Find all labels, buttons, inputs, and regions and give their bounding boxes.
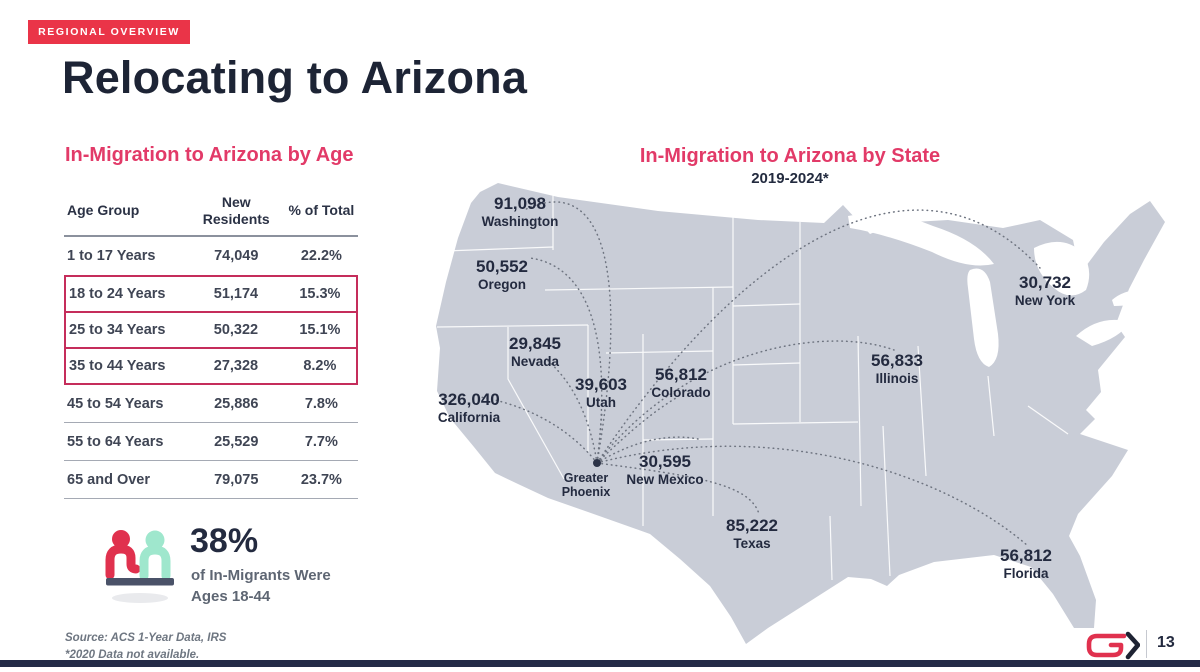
arc-utah [596,411,603,464]
origin-label-line1: Greater [563,471,609,485]
age-table-header: Age Group New Residents % of Total [64,186,358,237]
stat-description-line1: of In-Migrants Were [191,567,331,584]
new-residents-cell: 50,322 [213,322,259,338]
kicker-label: REGIONAL OVERVIEW [38,26,180,38]
age-group-cell: 45 to 54 Years [67,395,164,412]
table-row-highlighted: 25 to 34 Years 50,322 15.1% [64,311,358,349]
age-group-cell: 1 to 17 Years [67,248,156,264]
footer-divider [1146,630,1147,658]
map-title: In-Migration to Arizona by State [639,145,941,167]
table-row: 65 and Over 79,075 23.7% [64,461,358,499]
people-at-table-icon [100,528,185,611]
source-line2: *2020 Data not available. [65,648,200,661]
phoenix-origin-dot [593,459,601,467]
pct-cell: 7.7% [304,433,338,450]
column-header-age-group: Age Group [67,202,140,219]
page-number: 13 [1157,634,1175,651]
table-row: 45 to 54 Years 25,886 7.8% [64,385,358,423]
origin-label-line2: Phoenix [561,485,611,499]
pct-cell: 15.3% [299,286,341,302]
age-table-title: In-Migration to Arizona by Age [65,144,354,166]
arc-colorado [596,397,677,464]
new-residents-cell: 25,529 [214,433,259,450]
map-subtitle: 2019-2024* [751,170,829,187]
age-group-cell: 65 and Over [67,471,151,488]
table-row-highlighted: 35 to 44 Years 27,328 8.2% [64,347,358,385]
age-group-cell: 55 to 64 Years [67,433,164,450]
column-header-new-residents: New Residents [202,193,270,227]
new-residents-cell: 79,075 [214,471,259,488]
kicker-badge: REGIONAL OVERVIEW [28,20,190,44]
stat-description: of In-Migrants Were Ages 18-44 [191,565,331,607]
pct-cell: 7.8% [304,395,338,412]
us-map: 91,098 Washington 50,552 Oregon 29,845 N… [428,176,1168,646]
us-map-svg [436,183,1165,644]
origin-label-greater-phoenix: Greater Phoenix [562,471,611,499]
column-header-pct-total: % of Total [288,202,355,219]
state-border-lines [436,189,1069,581]
arc-new-york [596,209,1041,464]
new-residents-cell: 25,886 [214,395,259,412]
arc-texas [596,462,760,515]
new-residents-cell: 27,328 [213,358,259,374]
age-group-cell: 35 to 44 Years [69,358,166,374]
age-group-cell: 18 to 24 Years [69,286,166,302]
source-note: Source: ACS 1-Year Data, IRS *2020 Data … [65,630,226,663]
stat-description-line2: Ages 18-44 [191,588,271,605]
age-group-cell: 25 to 34 Years [69,322,166,338]
table-row: 55 to 64 Years 25,529 7.7% [64,423,358,461]
age-table: Age Group New Residents % of Total 1 to … [64,186,358,499]
pct-cell: 22.2% [300,248,342,264]
arc-florida [596,445,1029,547]
pct-cell: 23.7% [300,471,342,488]
migration-arcs [479,201,1041,547]
stat-value: 38% [190,522,259,560]
company-logo-icon [1082,629,1141,666]
page-title: Relocating to Arizona [62,52,528,103]
arc-california [479,396,598,464]
great-lakes-shapes [848,213,1152,367]
pct-cell: 8.2% [303,358,337,374]
arc-new-mexico [596,436,699,464]
bottom-accent-bar [0,660,1200,667]
new-residents-cell: 51,174 [213,286,259,302]
table-row: 1 to 17 Years 74,049 22.2% [64,237,358,275]
new-residents-cell: 74,049 [214,248,259,264]
table-row-highlighted: 18 to 24 Years 51,174 15.3% [64,275,358,313]
arc-oregon [529,257,603,464]
pct-cell: 15.1% [299,322,341,338]
arc-washington [523,201,612,464]
source-line1: Source: ACS 1-Year Data, IRS [65,632,227,644]
